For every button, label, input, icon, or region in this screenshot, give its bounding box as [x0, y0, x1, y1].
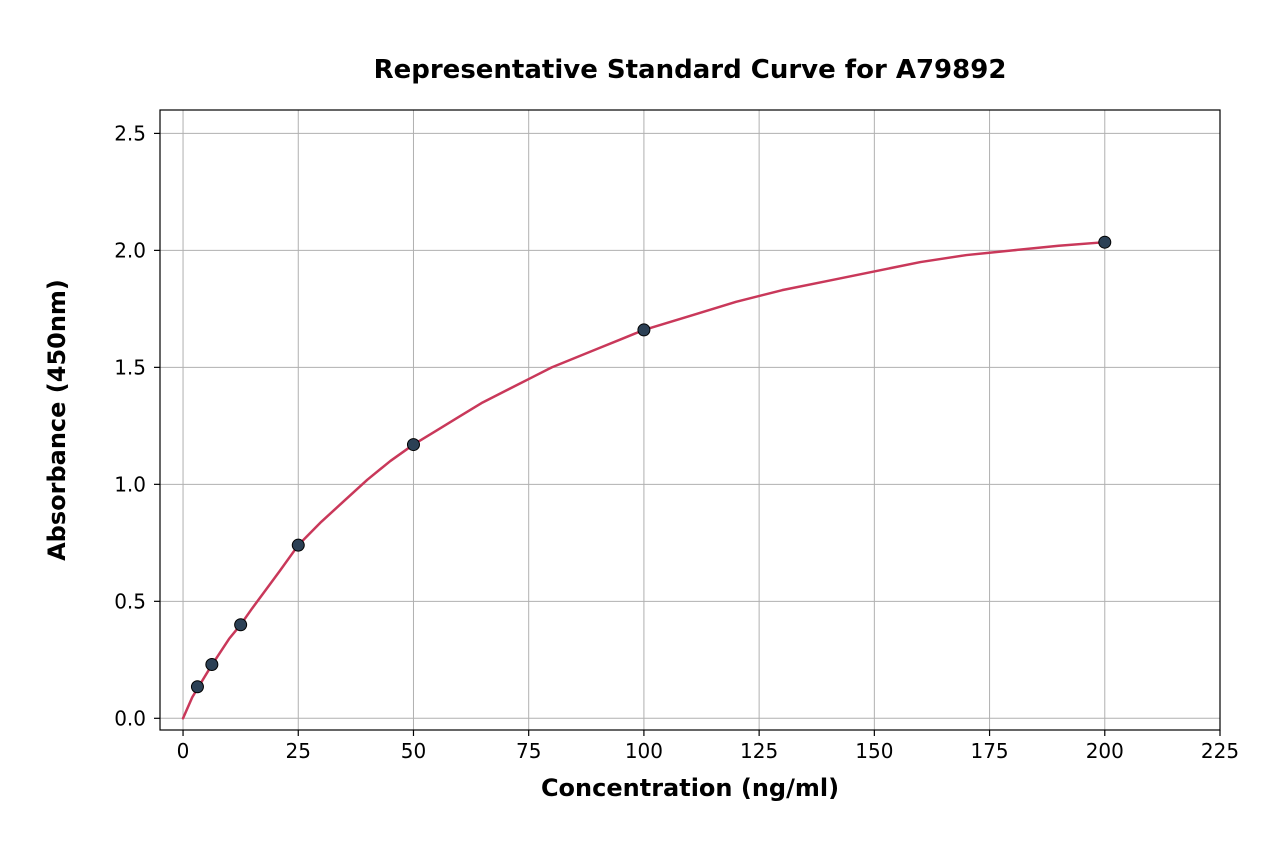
- data-point: [407, 439, 419, 451]
- ytick-label: 1.5: [114, 355, 146, 379]
- standard-curve-chart: 0 25 50 75 100 125 150 175 200 225 0.0 0.5 1.0 1.5 2.0…: [0, 0, 1280, 845]
- xtick-label: 150: [855, 739, 893, 763]
- data-point: [235, 619, 247, 631]
- data-point: [1099, 236, 1111, 248]
- xtick-label: 125: [740, 739, 778, 763]
- xtick-label: 225: [1201, 739, 1239, 763]
- data-point: [292, 539, 304, 551]
- ytick-label: 2.0: [114, 238, 146, 262]
- xtick-label: 100: [625, 739, 663, 763]
- y-axis-title: Absorbance (450nm): [43, 279, 71, 561]
- ytick-label: 2.5: [114, 121, 146, 145]
- data-point: [206, 658, 218, 670]
- x-axis-title: Concentration (ng/ml): [541, 774, 839, 802]
- xtick-label: 25: [286, 739, 311, 763]
- xtick-label: 50: [401, 739, 426, 763]
- data-point: [638, 324, 650, 336]
- xtick-label: 0: [177, 739, 190, 763]
- xtick-label: 75: [516, 739, 541, 763]
- ytick-label: 0.0: [114, 706, 146, 730]
- data-point: [191, 681, 203, 693]
- ytick-label: 0.5: [114, 589, 146, 613]
- chart-svg: 0 25 50 75 100 125 150 175 200 225 0.0 0.5 1.0 1.5 2.0…: [0, 0, 1280, 845]
- chart-title: Representative Standard Curve for A79892: [374, 55, 1007, 85]
- ytick-label: 1.0: [114, 472, 146, 496]
- xtick-label: 175: [970, 739, 1008, 763]
- xtick-label: 200: [1086, 739, 1124, 763]
